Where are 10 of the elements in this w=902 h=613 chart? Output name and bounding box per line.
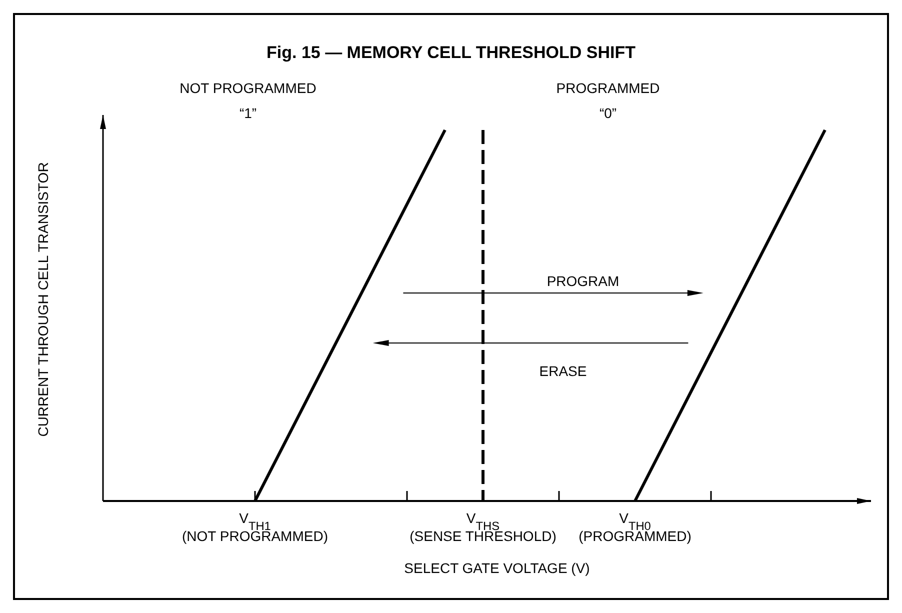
annotation: PROGRAM [546,273,620,289]
x-tick-label: V$_{THS}$ (SENSE THRESHOLD) [410,510,556,544]
x-tick-label: V$_{TH0}$ (PROGRAMMED) [578,510,692,544]
annotation: ERASE [539,363,587,379]
x-tick-label: V$_{TH1}$ (NOT PROGRAMMED) [182,510,328,544]
x-axis-title: SELECT GATE VOLTAGE (V) [404,560,590,576]
text: NOT PROGRAMMED “1” [180,80,316,121]
text: PROGRAMMED “0” [556,80,660,121]
chart-title: Fig. 15 — MEMORY CELL THRESHOLD SHIFT [266,43,636,62]
y-axis-title: CURRENT THROUGH CELL TRANSISTOR [35,162,51,437]
